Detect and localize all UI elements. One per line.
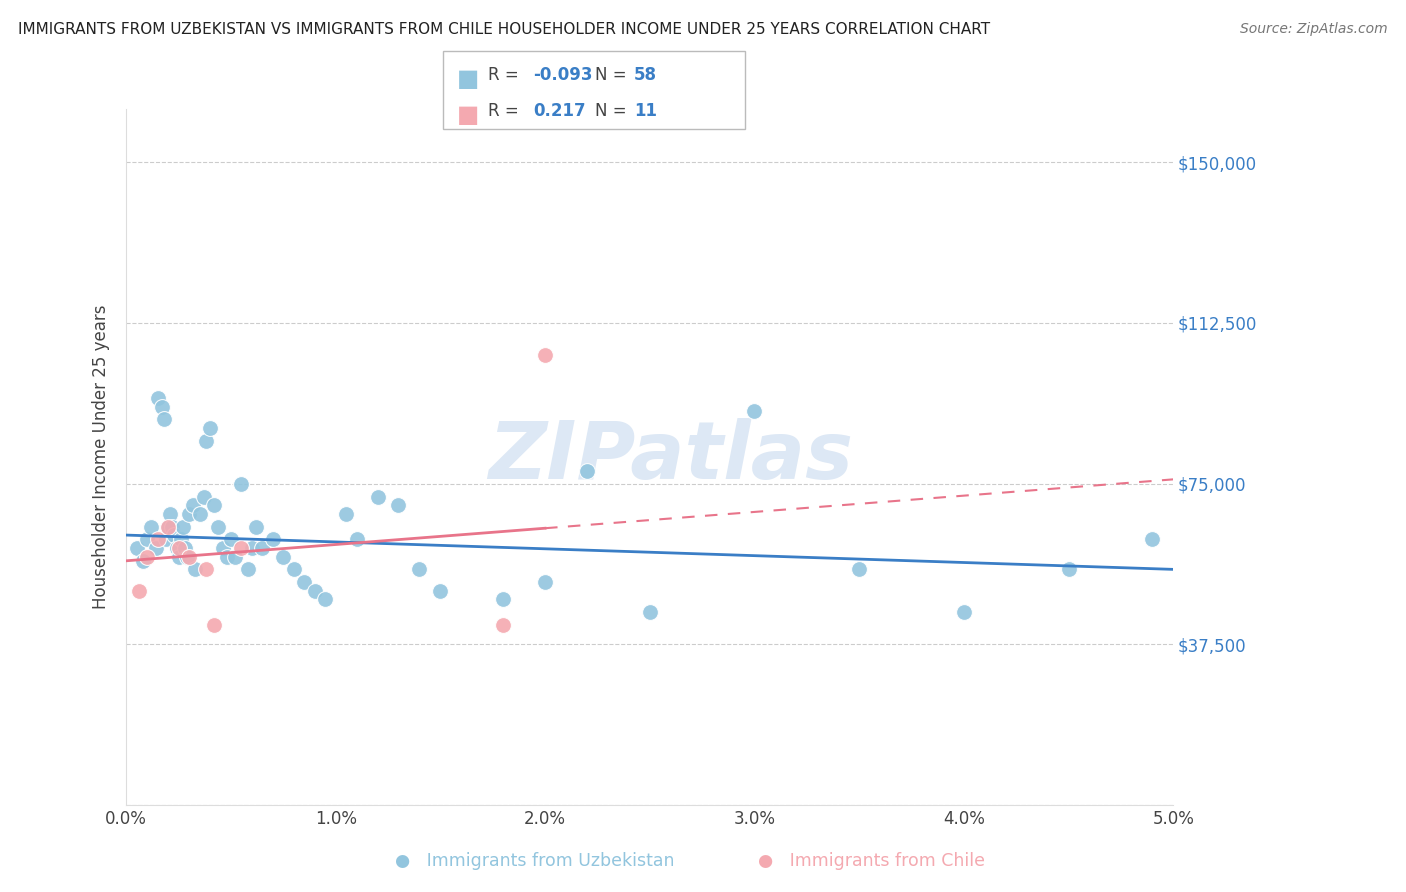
Point — [231, 541, 253, 555]
Point — [167, 541, 190, 555]
Text: ●   Immigrants from Uzbekistan: ● Immigrants from Uzbekistan — [395, 852, 673, 870]
Point — [219, 533, 242, 547]
Point — [146, 533, 169, 547]
Point — [184, 562, 207, 576]
Point — [155, 533, 177, 547]
Point — [346, 533, 368, 547]
Text: ■: ■ — [457, 103, 479, 127]
Point — [240, 541, 263, 555]
Point — [166, 541, 188, 555]
Point — [162, 519, 184, 533]
Text: 58: 58 — [634, 66, 657, 84]
Point — [141, 519, 163, 533]
Point — [176, 549, 198, 564]
Point — [159, 507, 181, 521]
Point — [211, 541, 233, 555]
Point — [157, 519, 180, 533]
Text: R =: R = — [488, 102, 524, 120]
Point — [273, 549, 295, 564]
Point — [174, 541, 197, 555]
Point — [335, 507, 357, 521]
Point — [236, 562, 259, 576]
Point — [157, 519, 180, 533]
Point — [408, 562, 430, 576]
Point — [262, 533, 284, 547]
Point — [953, 605, 976, 619]
Point — [292, 575, 315, 590]
Point — [136, 533, 159, 547]
Point — [224, 549, 246, 564]
Point — [193, 490, 215, 504]
Point — [172, 519, 194, 533]
Point — [146, 391, 169, 405]
Point — [125, 541, 148, 555]
Point — [387, 498, 409, 512]
Point — [744, 404, 766, 418]
Text: ●   Immigrants from Chile: ● Immigrants from Chile — [758, 852, 986, 870]
Point — [492, 618, 515, 632]
Point — [429, 583, 451, 598]
Text: R =: R = — [488, 66, 524, 84]
Point — [145, 541, 167, 555]
Text: IMMIGRANTS FROM UZBEKISTAN VS IMMIGRANTS FROM CHILE HOUSEHOLDER INCOME UNDER 25 : IMMIGRANTS FROM UZBEKISTAN VS IMMIGRANTS… — [18, 22, 990, 37]
Point — [207, 519, 229, 533]
Point — [283, 562, 305, 576]
Point — [231, 476, 253, 491]
Point — [492, 592, 515, 607]
Point — [252, 541, 274, 555]
Text: ZIPatlas: ZIPatlas — [488, 417, 853, 496]
Point — [245, 519, 267, 533]
Point — [534, 575, 557, 590]
Point — [179, 507, 201, 521]
Point — [848, 562, 870, 576]
Text: -0.093: -0.093 — [533, 66, 592, 84]
Point — [575, 464, 598, 478]
Y-axis label: Householder Income Under 25 years: Householder Income Under 25 years — [93, 305, 110, 609]
Point — [1142, 533, 1164, 547]
Point — [314, 592, 336, 607]
Point — [163, 528, 186, 542]
Point — [153, 412, 176, 426]
Point — [179, 549, 201, 564]
Point — [367, 490, 389, 504]
Point — [132, 554, 155, 568]
Point — [198, 421, 221, 435]
Point — [136, 549, 159, 564]
Point — [188, 507, 211, 521]
Point — [1057, 562, 1080, 576]
Text: ■: ■ — [457, 67, 479, 91]
Point — [202, 498, 225, 512]
Point — [638, 605, 661, 619]
Point — [215, 549, 238, 564]
Point — [150, 400, 173, 414]
Point — [167, 549, 190, 564]
Point — [194, 562, 217, 576]
Text: Source: ZipAtlas.com: Source: ZipAtlas.com — [1240, 22, 1388, 37]
Text: 11: 11 — [634, 102, 657, 120]
Point — [534, 348, 557, 362]
Point — [128, 583, 150, 598]
Point — [194, 434, 217, 448]
Text: N =: N = — [595, 102, 631, 120]
Point — [170, 533, 193, 547]
Text: 0.217: 0.217 — [533, 102, 585, 120]
Point — [202, 618, 225, 632]
Point — [181, 498, 204, 512]
Text: N =: N = — [595, 66, 631, 84]
Point — [304, 583, 326, 598]
